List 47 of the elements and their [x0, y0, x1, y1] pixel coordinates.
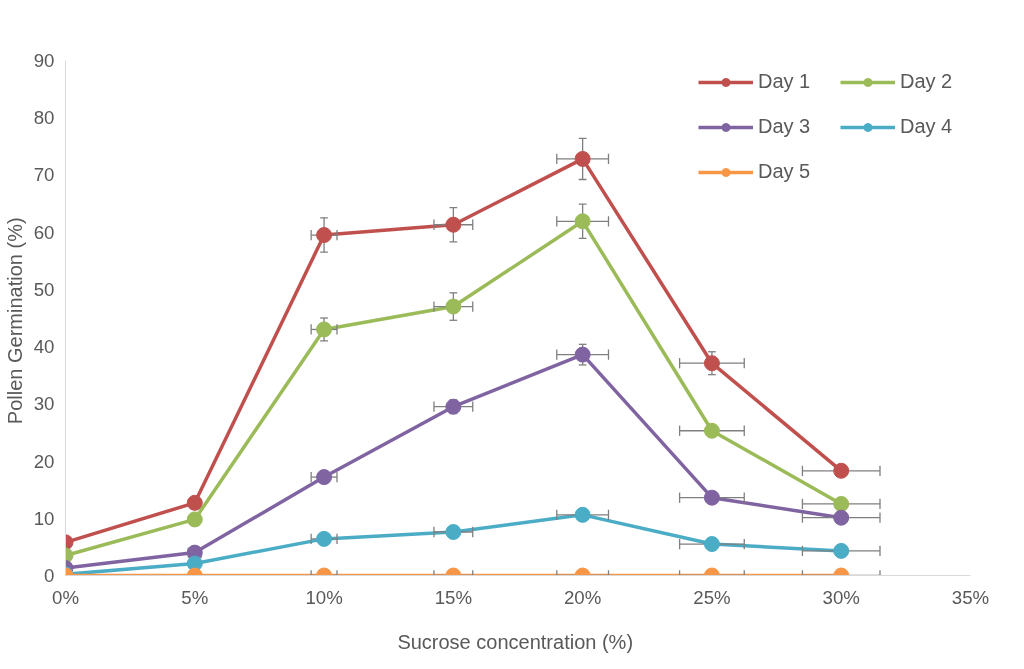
y-tick-label: 90: [33, 50, 55, 71]
legend-label: Day 3: [758, 115, 812, 138]
legend-label: Day 5: [758, 160, 812, 183]
point: [574, 346, 591, 363]
point: [445, 524, 462, 540]
point: [186, 494, 203, 511]
x-tick-label: 10%: [305, 586, 343, 608]
point: [186, 511, 203, 528]
x-tick-label: 30%: [822, 586, 860, 608]
y-tick-label: 50: [33, 278, 55, 300]
legend-label: Day 1: [758, 70, 812, 93]
point: [703, 355, 720, 372]
point: [703, 489, 720, 506]
point: [833, 509, 850, 526]
y-tick-label: 10: [33, 507, 55, 529]
point: [574, 213, 591, 230]
point: [833, 495, 850, 512]
x-tick-label: 35%: [951, 586, 990, 608]
point: [445, 298, 462, 315]
point: [316, 227, 333, 244]
y-tick-label: 60: [33, 221, 55, 243]
x-tick-label: 20%: [563, 586, 602, 608]
y-tick-label: 70: [33, 164, 55, 186]
y-tick-label: 30: [33, 393, 55, 415]
legend-label: Day 4: [900, 115, 954, 138]
x-tick-label: 0%: [52, 586, 79, 608]
y-axis-title: Pollen Germination (%): [3, 217, 26, 425]
x-axis-title: Sucrose concentration (%): [397, 630, 634, 653]
y-tick-label: 0: [44, 565, 55, 586]
point: [445, 398, 462, 415]
x-tick-label: 5%: [181, 586, 209, 608]
y-tick-label: 40: [33, 336, 55, 358]
y-tick-label: 80: [33, 107, 55, 129]
x-tick-label: 15%: [434, 586, 473, 608]
point: [833, 542, 850, 559]
x-tick-label: 25%: [693, 586, 731, 608]
point: [703, 536, 720, 553]
point: [574, 506, 591, 523]
point: [445, 216, 462, 233]
point: [316, 530, 333, 547]
point: [316, 469, 333, 486]
point: [574, 150, 591, 167]
point: [833, 462, 850, 479]
y-tick-label: 20: [33, 450, 55, 472]
point: [316, 321, 333, 338]
legend-label: Day 2: [900, 70, 954, 93]
point: [703, 422, 720, 439]
